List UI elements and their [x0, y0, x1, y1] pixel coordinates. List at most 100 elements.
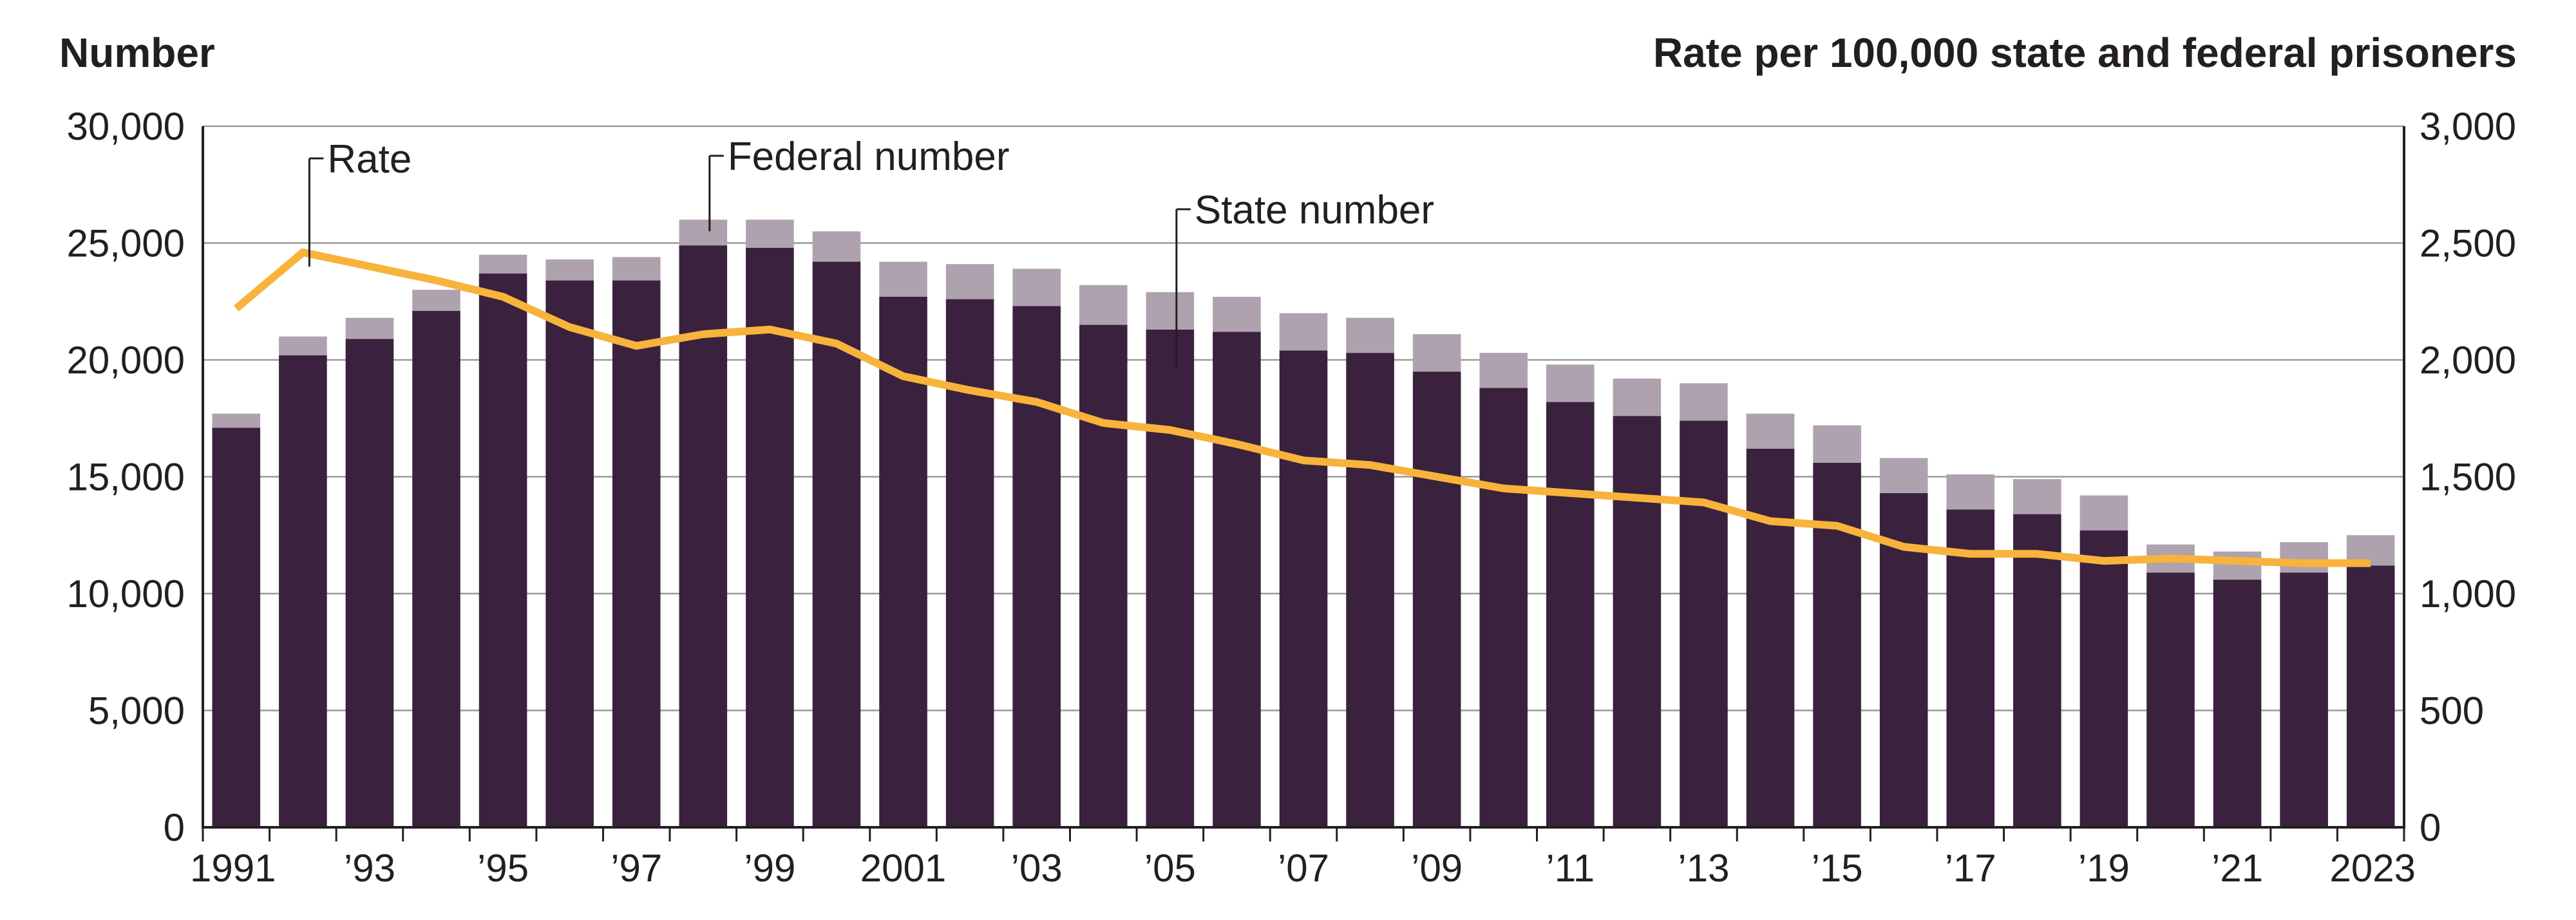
x-tick-label-1993: ’93 — [344, 847, 395, 890]
bar-federal-2016 — [1879, 458, 1928, 493]
bar-federal-2004 — [1079, 285, 1128, 325]
bar-federal-2002 — [945, 264, 994, 299]
bar-state-2019 — [2079, 530, 2128, 827]
bar-federal-2008 — [1346, 317, 1394, 353]
bar-federal-2011 — [1546, 364, 1595, 402]
y-tick-label-right: 3,000 — [2420, 105, 2516, 148]
y-tick-label-right: 2,500 — [2420, 222, 2516, 265]
bar-federal-2022 — [2280, 542, 2328, 573]
y-tick-label-left: 15,000 — [66, 456, 185, 499]
x-tick-label-2015: ’15 — [1812, 847, 1863, 890]
bar-state-1992 — [279, 355, 327, 827]
bar-state-2006 — [1213, 332, 1261, 827]
x-tick-label-1991: 1991 — [190, 847, 276, 890]
tick-labels: 0 0 5,000 500 10,000 1,000 15,000 1,500 20,000 2,… — [66, 105, 2516, 890]
bar-state-2014 — [1746, 448, 1795, 827]
right-axis-title: Rate per 100,000 state and federal priso… — [1653, 30, 2517, 76]
x-tick-label-2017: ’17 — [1945, 847, 1996, 890]
y-tick-label-left: 5,000 — [88, 690, 185, 733]
x-tick-label-2023: 2023 — [2330, 847, 2416, 890]
bar-federal-1998 — [679, 220, 728, 246]
bar-federal-2000 — [812, 231, 861, 262]
bar-federal-2001 — [879, 261, 927, 297]
x-tick-label-2001: 2001 — [860, 847, 946, 890]
bar-state-2000 — [812, 261, 861, 827]
bar-state-1994 — [412, 310, 460, 827]
annotation-label: Federal number — [728, 135, 1010, 179]
rate-line — [233, 249, 2371, 567]
bar-state-1993 — [345, 339, 394, 827]
bar-federal-2007 — [1279, 313, 1328, 351]
x-tick-label-2019: ’19 — [2078, 847, 2130, 890]
x-tick-label-2013: ’13 — [1678, 847, 1729, 890]
bar-state-2007 — [1279, 350, 1328, 827]
bar-state-2013 — [1680, 420, 1728, 827]
x-tick-label-2021: ’21 — [2211, 847, 2263, 890]
x-tick-label-2011: ’11 — [1546, 847, 1595, 890]
x-tick-label-2007: ’07 — [1278, 847, 1329, 890]
bar-state-2010 — [1479, 388, 1528, 827]
y-tick-label-right: 0 — [2420, 806, 2441, 849]
annotation-label: State number — [1195, 188, 1434, 232]
bar-state-2021 — [2213, 579, 2262, 827]
bar-state-2002 — [945, 299, 994, 827]
bar-state-1999 — [746, 247, 794, 827]
bar-state-2017 — [1946, 509, 1995, 827]
y-tick-label-right: 1,000 — [2420, 572, 2516, 615]
left-axis-title: Number — [59, 30, 215, 76]
bar-federal-2017 — [1946, 474, 1995, 510]
rate-line-layer — [233, 249, 2371, 567]
bar-federal-2018 — [2013, 479, 2061, 514]
bar-federal-1995 — [478, 254, 527, 274]
bar-federal-2009 — [1412, 334, 1461, 372]
bar-federal-2012 — [1613, 379, 1662, 417]
bar-federal-1996 — [545, 259, 594, 281]
y-tick-label-left: 25,000 — [66, 222, 185, 265]
x-tick-label-2003: ’03 — [1011, 847, 1063, 890]
bar-federal-2015 — [1813, 425, 1861, 463]
x-tick-label-1999: ’99 — [744, 847, 795, 890]
bar-federal-1999 — [746, 220, 794, 248]
bar-federal-1997 — [612, 257, 661, 281]
bar-federal-2003 — [1012, 268, 1061, 306]
bar-federal-2010 — [1479, 353, 1528, 388]
bar-state-2020 — [2146, 572, 2195, 827]
x-tick-label-2009: ’09 — [1411, 847, 1463, 890]
bar-state-2001 — [879, 296, 927, 827]
bar-federal-1992 — [279, 336, 327, 355]
bar-federal-1994 — [412, 290, 460, 311]
bar-state-2022 — [2280, 572, 2328, 827]
y-tick-label-left: 30,000 — [66, 105, 185, 148]
annotation-label: Rate — [327, 137, 412, 182]
bar-state-1997 — [612, 280, 661, 828]
bar-federal-1993 — [345, 317, 394, 339]
y-tick-label-left: 20,000 — [66, 339, 185, 382]
y-tick-label-right: 2,000 — [2420, 339, 2516, 382]
bar-federal-2019 — [2079, 495, 2128, 530]
y-tick-label-right: 500 — [2420, 690, 2484, 733]
y-tick-label-right: 1,500 — [2420, 456, 2516, 499]
bar-state-2003 — [1012, 306, 1061, 827]
bar-state-2009 — [1412, 371, 1461, 827]
y-tick-label-left: 10,000 — [66, 572, 185, 615]
bar-federal-2021 — [2213, 551, 2262, 580]
bar-state-1998 — [679, 245, 728, 827]
bar-state-1996 — [545, 280, 594, 828]
y-tick-label-left: 0 — [164, 806, 185, 849]
bar-state-2011 — [1546, 402, 1595, 827]
x-tick-label-1997: ’97 — [611, 847, 662, 890]
bars — [212, 220, 2395, 828]
annotations: Rate Federal number State number — [308, 135, 1434, 368]
axes — [202, 126, 2405, 841]
bar-state-2004 — [1079, 324, 1128, 827]
bar-federal-2014 — [1746, 413, 1795, 449]
bar-federal-2013 — [1680, 383, 1728, 421]
bar-federal-2005 — [1146, 292, 1195, 330]
bar-state-2015 — [1813, 462, 1861, 827]
bar-state-2005 — [1146, 329, 1195, 827]
bar-state-2023 — [2346, 565, 2395, 827]
bar-state-2018 — [2013, 514, 2061, 827]
bar-state-2012 — [1613, 416, 1662, 827]
x-tick-label-2005: ’05 — [1144, 847, 1196, 890]
